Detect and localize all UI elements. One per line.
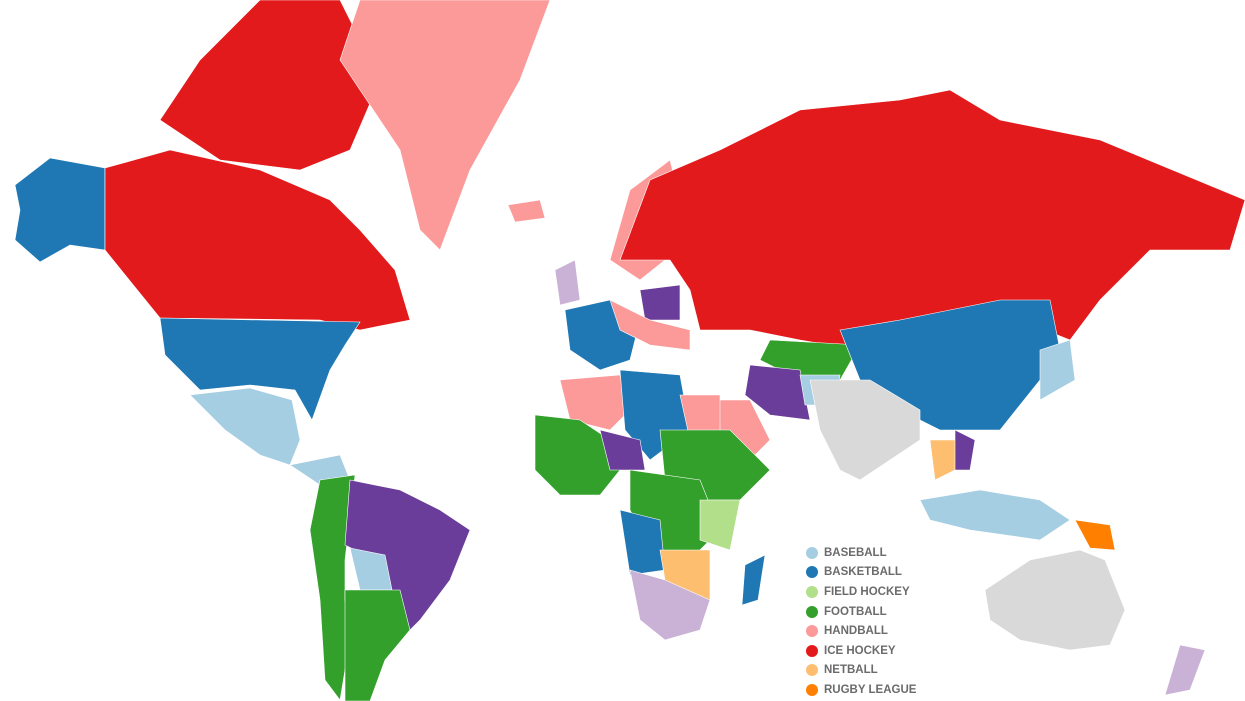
legend-item: BASEBALL bbox=[806, 543, 916, 563]
legend: BASEBALL BASKETBALL FIELD HOCKEY FOOTBAL… bbox=[806, 543, 916, 700]
region-south-africa bbox=[629, 569, 711, 641]
legend-label: ICE HOCKEY bbox=[824, 644, 896, 657]
legend-item: ICE HOCKEY bbox=[806, 641, 916, 661]
legend-swatch bbox=[806, 644, 818, 657]
region-iran bbox=[744, 364, 811, 421]
legend-label: FOOTBALL bbox=[824, 605, 887, 618]
region-usa bbox=[159, 317, 361, 421]
legend-item: BASKETBALL bbox=[806, 563, 916, 583]
legend-swatch bbox=[806, 683, 818, 696]
region-png bbox=[1074, 519, 1116, 551]
region-new-zealand bbox=[1164, 644, 1206, 696]
region-japan bbox=[1039, 339, 1076, 401]
region-west-africa bbox=[534, 414, 621, 496]
region-alaska bbox=[14, 157, 106, 263]
region-russia bbox=[619, 89, 1245, 351]
region-argentina bbox=[344, 589, 411, 701]
legend-swatch bbox=[806, 605, 818, 618]
legend-item: FIELD HOCKEY bbox=[806, 582, 916, 602]
legend-item: RUGBY LEAGUE bbox=[806, 680, 916, 700]
legend-label: HANDBALL bbox=[824, 625, 888, 638]
region-congo bbox=[619, 509, 666, 576]
region-mexico bbox=[189, 387, 301, 466]
legend-swatch bbox=[806, 625, 818, 638]
legend-item: HANDBALL bbox=[806, 621, 916, 641]
region-arctic-islands bbox=[159, 0, 381, 171]
legend-label: BASKETBALL bbox=[824, 566, 902, 579]
legend-swatch bbox=[806, 585, 818, 598]
region-poland bbox=[639, 284, 681, 321]
legend-swatch bbox=[806, 566, 818, 579]
region-australia bbox=[984, 549, 1126, 651]
region-sahel bbox=[599, 429, 646, 471]
legend-swatch bbox=[806, 664, 818, 677]
region-uk bbox=[554, 259, 581, 306]
region-madagascar bbox=[741, 554, 766, 606]
region-north-africa-west bbox=[559, 374, 631, 431]
region-canada bbox=[104, 149, 411, 331]
region-vietnam bbox=[954, 429, 976, 471]
region-india bbox=[809, 379, 921, 481]
legend-label: BASEBALL bbox=[824, 546, 887, 559]
legend-label: RUGBY LEAGUE bbox=[824, 683, 917, 696]
region-greenland bbox=[339, 0, 551, 251]
region-central-europe bbox=[609, 299, 691, 351]
region-iceland bbox=[507, 199, 546, 223]
legend-item: FOOTBALL bbox=[806, 602, 916, 622]
region-indonesia bbox=[919, 489, 1071, 541]
region-kenya-tanzania bbox=[699, 499, 741, 551]
legend-label: FIELD HOCKEY bbox=[824, 585, 910, 598]
legend-label: NETBALL bbox=[824, 664, 878, 677]
legend-item: NETBALL bbox=[806, 661, 916, 681]
legend-swatch bbox=[806, 546, 818, 559]
